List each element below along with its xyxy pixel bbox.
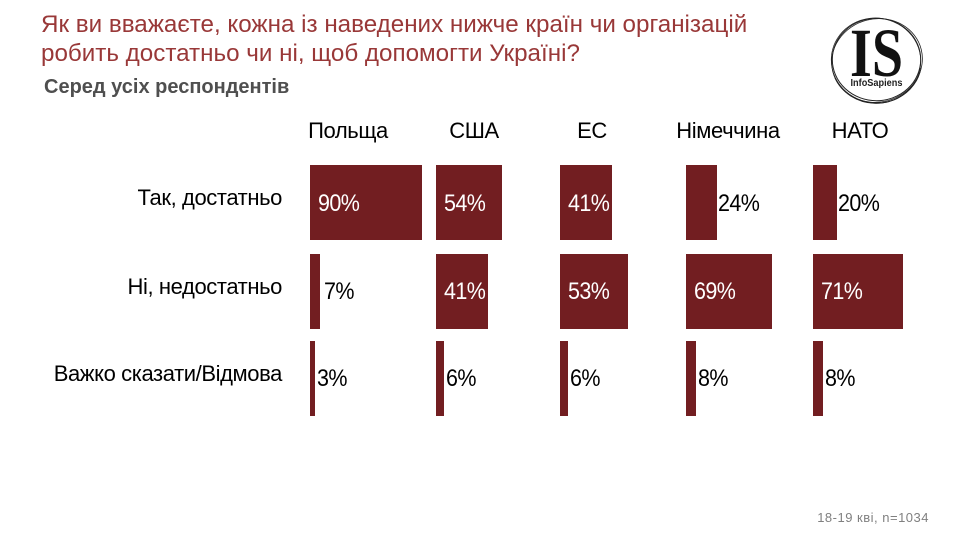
svg-text:InfoSapiens: InfoSapiens <box>851 78 903 89</box>
svg-text:IS: IS <box>850 15 903 91</box>
